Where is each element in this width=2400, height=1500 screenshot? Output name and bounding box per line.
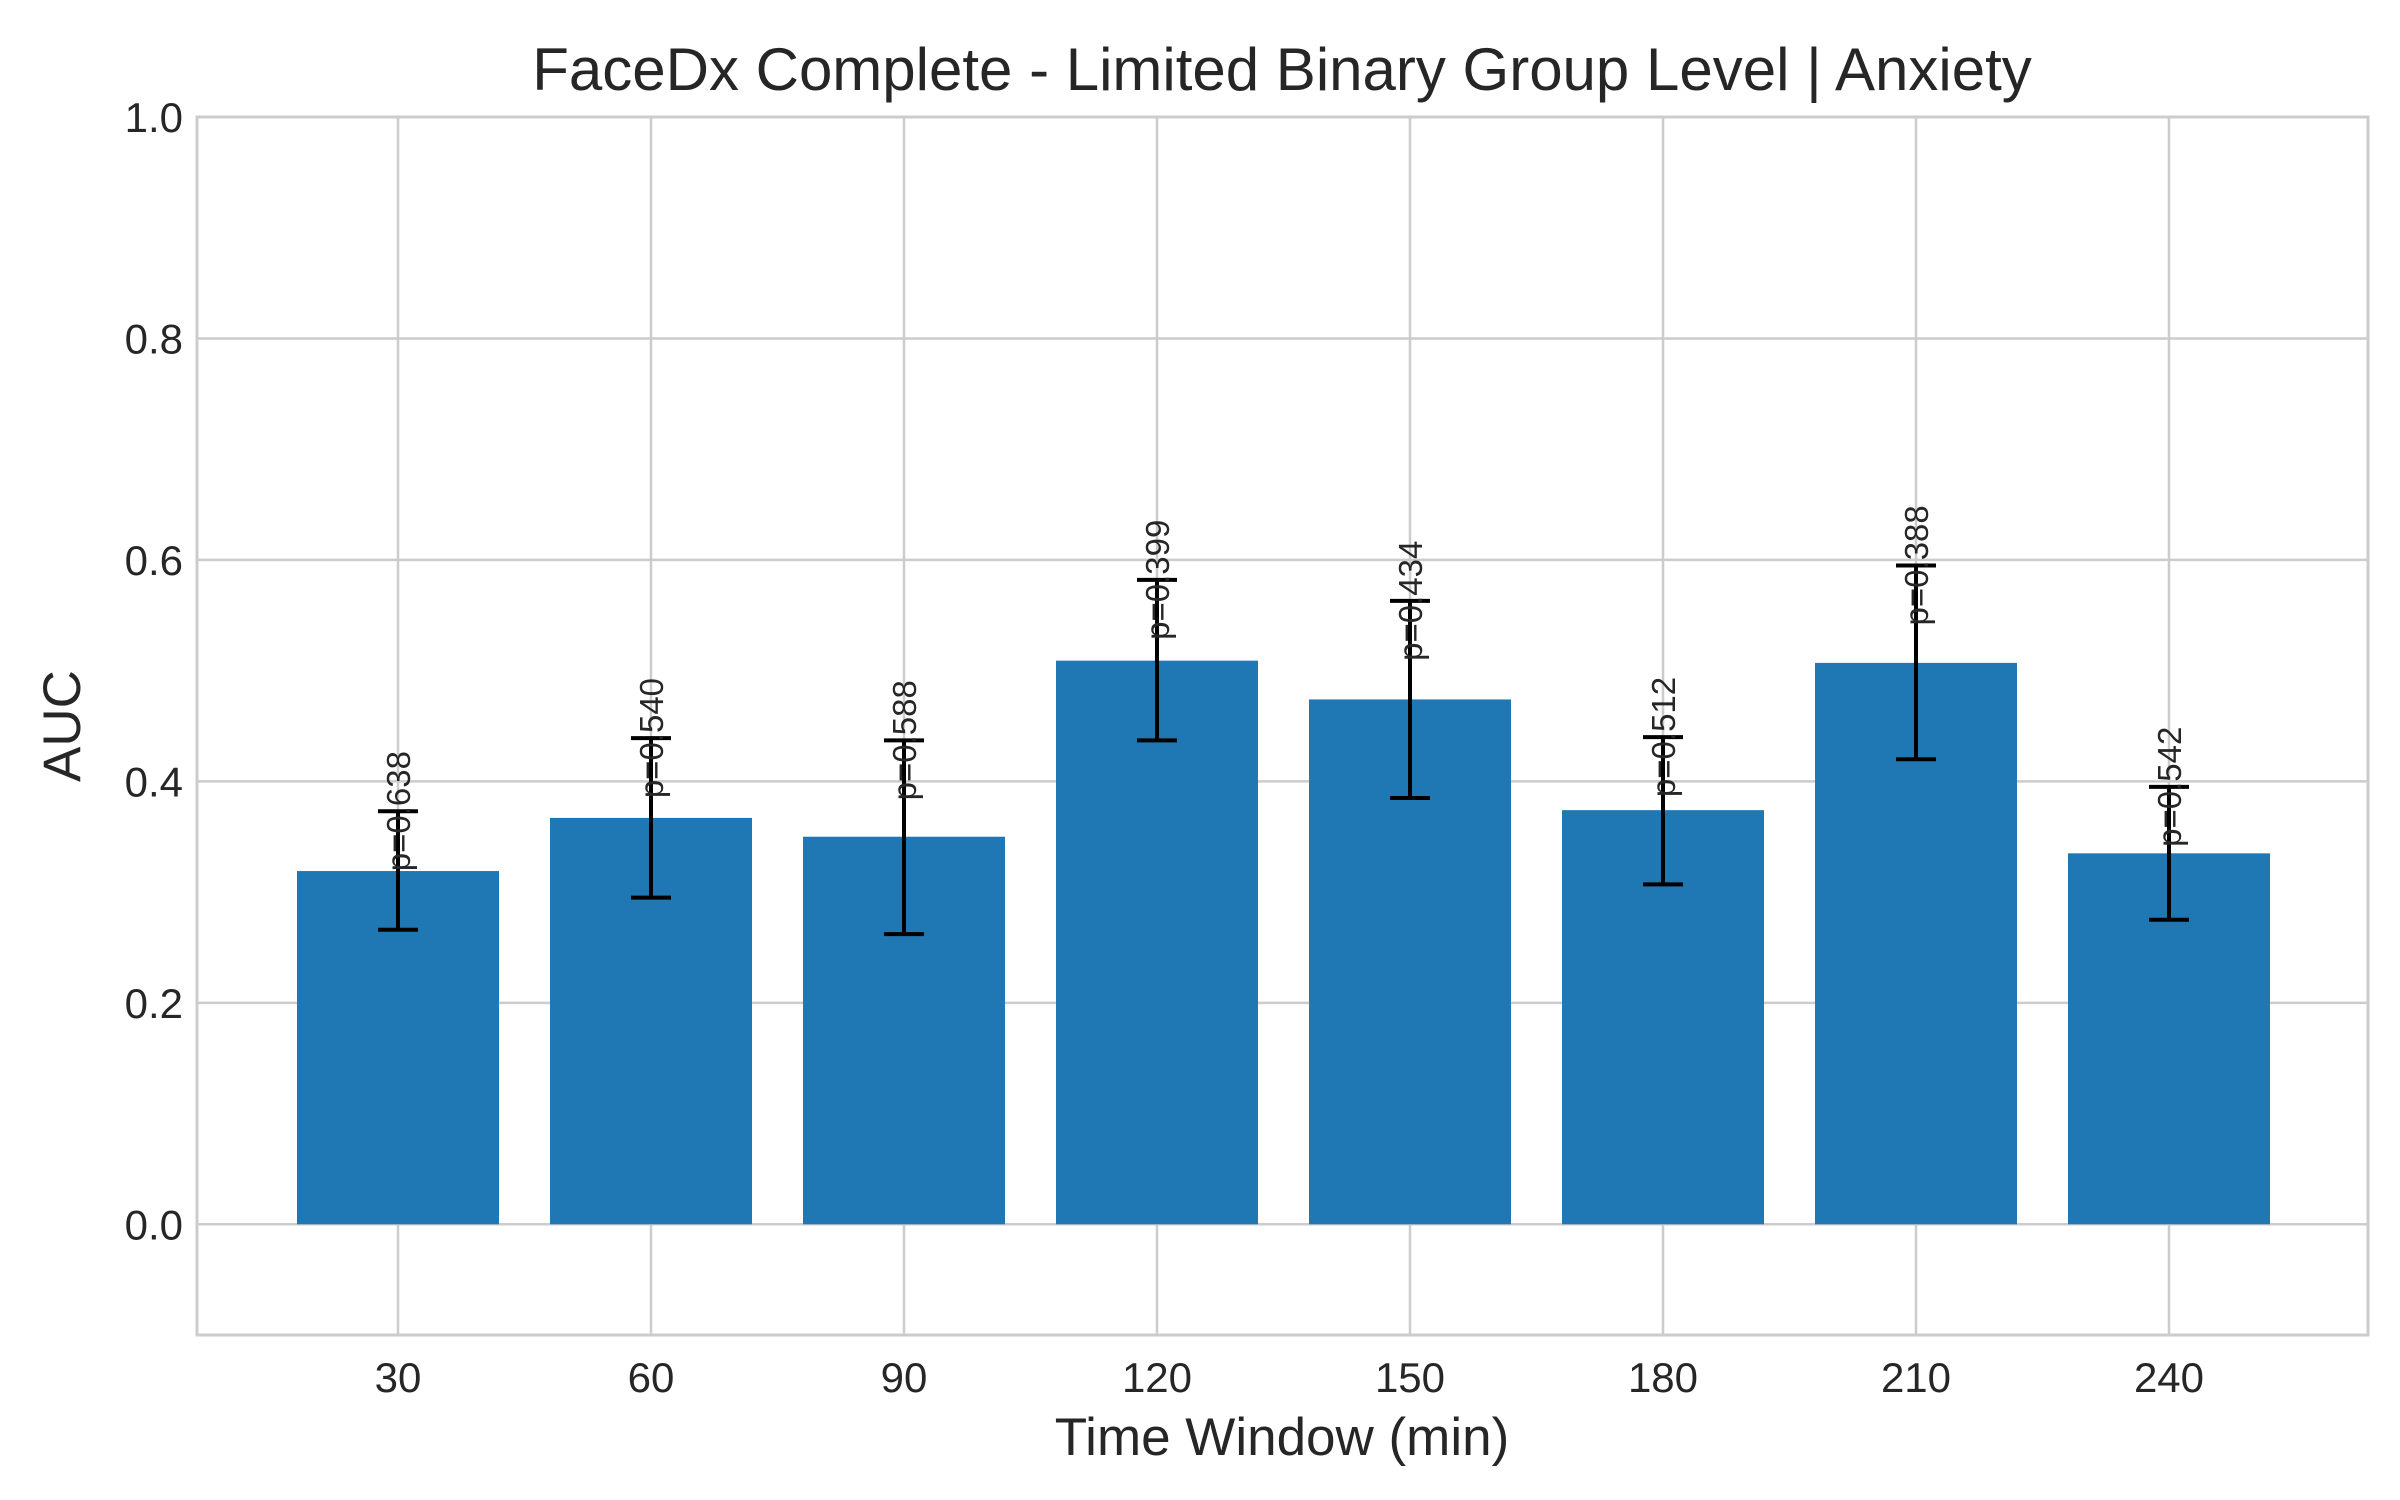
data-labels: p=0.638 p=0.540 p=0.588 p=0.399 p=0.434 p=0.5…: [380, 505, 2188, 871]
y-tick-label: 0.0: [125, 1201, 183, 1248]
x-tick-label: 150: [1375, 1354, 1445, 1401]
p-value-label: p=0.638: [380, 751, 417, 871]
grid: [197, 115, 2368, 1335]
y-tick-labels: 0.0 0.2 0.4 0.6 0.8 1.0: [125, 94, 183, 1248]
x-tick-label: 90: [881, 1354, 928, 1401]
chart-title: FaceDx Complete - Limited Binary Group L…: [532, 36, 2032, 103]
y-tick-label: 0.8: [125, 315, 183, 362]
p-value-label: p=0.540: [633, 678, 670, 798]
x-axis-label: Time Window (min): [1055, 1408, 1509, 1467]
error-bars: [378, 563, 2189, 937]
y-axis-label: AUC: [33, 670, 92, 782]
x-tick-label: 30: [375, 1354, 422, 1401]
p-value-label: p=0.399: [1139, 520, 1176, 640]
bar: [1056, 660, 1258, 1225]
bars: [297, 660, 2270, 1225]
y-tick-label: 0.4: [125, 758, 183, 805]
y-tick-label: 0.2: [125, 980, 183, 1027]
x-tick-label: 210: [1881, 1354, 1951, 1401]
x-tick-labels: 30 60 90 120 150 180 210 240: [375, 1354, 2204, 1401]
x-tick-label: 180: [1628, 1354, 1698, 1401]
y-tick-label: 1.0: [125, 94, 183, 141]
x-tick-label: 240: [2134, 1354, 2204, 1401]
p-value-label: p=0.434: [1392, 541, 1429, 661]
y-tick-label: 0.6: [125, 537, 183, 584]
x-tick-label: 60: [628, 1354, 675, 1401]
p-value-label: p=0.388: [1898, 505, 1935, 625]
p-value-label: p=0.512: [1645, 677, 1682, 797]
p-value-label: p=0.588: [886, 680, 923, 800]
p-value-label: p=0.542: [2151, 727, 2188, 847]
x-tick-label: 120: [1122, 1354, 1192, 1401]
plot-frame: [195, 115, 2370, 1337]
